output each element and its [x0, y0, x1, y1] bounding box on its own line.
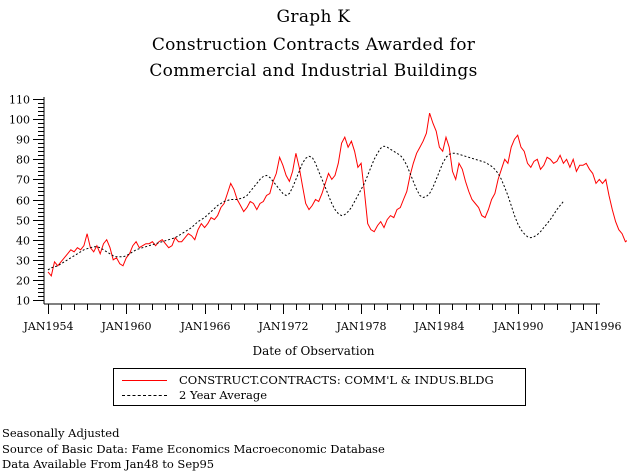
x-tick-label: JAN1996: [571, 320, 622, 333]
series-layer: [47, 112, 627, 278]
chart-plot: 10 20 30 40 50 60 70 80 90 100 110 JAN1954 JAN1960 JA…: [9, 94, 627, 334]
chart-subtitle-line-2: Commercial and Industrial Buildings: [149, 61, 478, 81]
chart-subtitle-line-1: Construction Contracts Awarded for: [151, 35, 476, 55]
legend: CONSTRUCT.CONTRACTS: COMM'L & INDUS.BLDG…: [113, 368, 526, 406]
footnotes: Seasonally Adjusted Source of Basic Data…: [2, 426, 385, 473]
series-line-contracts: [47, 112, 627, 278]
footnote-availability: Data Available From Jan48 to Sep95: [2, 457, 215, 471]
footnote-seasonal: Seasonally Adjusted: [2, 426, 120, 440]
axes: 10 20 30 40 50 60 70 80 90 100 110 JAN1954 JAN1960 JA…: [9, 94, 621, 334]
x-tick-label: JAN1984: [414, 320, 465, 333]
y-tick-label: 70: [16, 174, 30, 187]
y-tick-label: 30: [16, 255, 30, 268]
y-tick-label: 100: [9, 114, 30, 127]
y-tick-label: 60: [16, 195, 30, 208]
x-tick-label: JAN1954: [23, 320, 74, 333]
y-tick-label: 80: [16, 154, 30, 167]
x-tick-label: JAN1990: [493, 320, 544, 333]
x-tick-label: JAN1960: [101, 320, 152, 333]
x-tick-label: JAN1966: [180, 320, 231, 333]
footnote-source: Source of Basic Data: Fame Economics Mac…: [2, 441, 385, 456]
y-tick-label: 20: [16, 275, 30, 288]
x-axis-label: Date of Observation: [252, 344, 375, 358]
y-tick-label: 10: [16, 295, 30, 308]
legend-label-contracts: CONSTRUCT.CONTRACTS: COMM'L & INDUS.BLDG: [179, 373, 494, 387]
y-tick-label: 90: [16, 134, 30, 147]
y-tick-label: 110: [9, 94, 30, 107]
x-tick-label: JAN1972: [258, 320, 309, 333]
chart-title: Graph K: [276, 7, 351, 27]
legend-label-average: 2 Year Average: [179, 388, 268, 402]
legend-swatch-dashed-line: [122, 394, 167, 396]
x-tick-label: JAN1978: [336, 320, 387, 333]
legend-item-average: 2 Year Average: [122, 388, 267, 402]
legend-swatch-red-line: [122, 379, 167, 381]
series-line-2-year-average: [47, 145, 564, 271]
y-tick-label: 50: [16, 215, 30, 228]
legend-item-contracts: CONSTRUCT.CONTRACTS: COMM'L & INDUS.BLDG: [122, 373, 494, 387]
y-tick-label: 40: [16, 235, 30, 248]
